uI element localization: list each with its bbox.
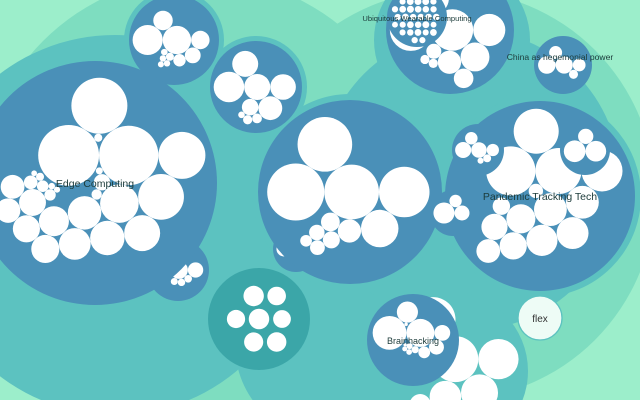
svg-text:flex: flex [532, 314, 548, 325]
svg-text:Brainhacking: Brainhacking [387, 336, 439, 346]
svg-text:Ubiquitous Wearable Computing: Ubiquitous Wearable Computing [362, 14, 471, 23]
svg-text:Pandemic Tracking Tech: Pandemic Tracking Tech [483, 191, 597, 203]
svg-text:China as hegemonial power: China as hegemonial power [507, 52, 614, 62]
svg-text:Edge Computing: Edge Computing [56, 178, 134, 190]
